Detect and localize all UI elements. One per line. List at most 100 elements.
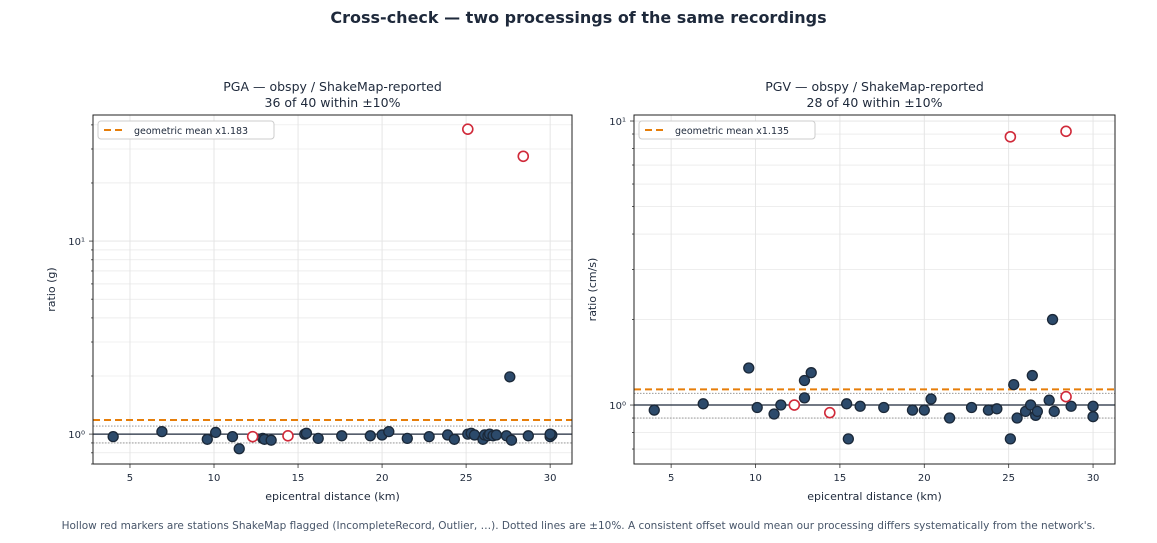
chart2-grid xyxy=(630,115,1115,468)
chart2-legend: geometric mean x1.135 xyxy=(638,120,816,140)
chart1-point xyxy=(522,430,534,442)
chart1-point xyxy=(265,434,277,446)
chart1-marks xyxy=(93,123,572,455)
chart2-panel: 5 10 15 20 25 30 10⁰ 10¹ PGV — obspy / ShakeMap-… xyxy=(586,79,1116,503)
chart2-point xyxy=(841,398,853,410)
chart1-point xyxy=(226,431,239,443)
chart1-ytick-label: 10¹ xyxy=(68,237,85,248)
chart1-point xyxy=(423,431,435,443)
chart2-point xyxy=(1024,399,1037,411)
figure-footnote: Hollow red markers are stations ShakeMap… xyxy=(61,520,1096,532)
chart2-point xyxy=(1026,369,1038,382)
chart2-point xyxy=(991,403,1003,415)
chart1-subtitle: 36 of 40 within ±10% xyxy=(265,95,401,110)
chart2-subtitle: 28 of 40 within ±10% xyxy=(807,95,943,110)
chart1-point xyxy=(233,443,245,455)
chart2-xlabel: epicentral distance (km) xyxy=(807,490,942,503)
chart1-point xyxy=(364,430,376,442)
chart2-flagged-point xyxy=(788,399,801,411)
chart2-point xyxy=(906,404,919,416)
chart2-point xyxy=(798,392,811,404)
chart1-point xyxy=(210,426,222,439)
chart1-legend: geometric mean x1.183 xyxy=(97,120,275,140)
chart2-point xyxy=(878,401,890,414)
chart2-point xyxy=(1008,378,1020,391)
chart1-flagged-point xyxy=(461,123,474,135)
chart2-point xyxy=(918,404,930,416)
chart2-point xyxy=(925,393,937,405)
chart2-point xyxy=(842,433,854,445)
chart2-point xyxy=(1048,405,1060,418)
chart2-title: PGV — obspy / ShakeMap-reported xyxy=(765,79,984,94)
chart1-xlabel: epicentral distance (km) xyxy=(265,490,400,503)
chart1-xtick-label: 15 xyxy=(292,473,305,484)
chart2-ytick-label: 10⁰ xyxy=(609,401,626,412)
chart1-xtick-label: 5 xyxy=(127,473,133,484)
chart2-flagged-point xyxy=(1004,130,1017,143)
chart2-point xyxy=(1004,433,1017,445)
chart2-xtick-label: 25 xyxy=(1002,473,1015,484)
chart1-flagged-point xyxy=(282,429,294,442)
chart2-legend-label: geometric mean x1.135 xyxy=(675,126,789,137)
chart2-flagged-point xyxy=(1060,390,1072,403)
chart2-point xyxy=(965,401,978,414)
chart1-point xyxy=(336,430,348,442)
chart1-flagged-point xyxy=(246,430,259,443)
chart2-xtick-label: 10 xyxy=(749,473,762,484)
chart1-xtick-label: 10 xyxy=(208,473,221,484)
chart2-xtick-label: 20 xyxy=(918,473,931,484)
chart2-point xyxy=(768,408,780,420)
chart2-point xyxy=(805,367,817,379)
chart2-point xyxy=(648,404,660,416)
chart2-point xyxy=(1043,394,1055,406)
chart1-ylabel: ratio (g) xyxy=(45,267,58,311)
chart1-xtick-label: 25 xyxy=(460,473,473,484)
chart2-point xyxy=(1065,400,1077,412)
chart2-point xyxy=(1087,400,1099,412)
chart1-legend-label: geometric mean x1.183 xyxy=(134,126,248,137)
chart1-frame xyxy=(92,114,573,465)
chart2-point xyxy=(1046,313,1059,326)
chart2-marks xyxy=(634,125,1115,445)
chart2-point xyxy=(943,412,956,424)
chart1-point xyxy=(107,431,119,443)
chart1-point xyxy=(490,429,503,441)
chart2-xtick-label: 15 xyxy=(834,473,847,484)
chart2-flagged-point xyxy=(823,406,836,419)
chart1-flagged-point xyxy=(517,150,530,163)
chart2-point xyxy=(798,374,811,387)
chart2-legend-box xyxy=(638,120,816,140)
chart1-point xyxy=(312,432,324,445)
chart1-title: PGA — obspy / ShakeMap-reported xyxy=(223,79,442,94)
chart1-point xyxy=(383,425,395,438)
chart2-frame xyxy=(633,114,1116,465)
chart1-xtick-label: 20 xyxy=(376,473,389,484)
chart1-point xyxy=(201,433,213,445)
chart1-point xyxy=(401,432,413,445)
figure-title: Cross-check — two processings of the sam… xyxy=(330,8,827,27)
chart2-xtick-label: 30 xyxy=(1087,473,1100,484)
chart2-point xyxy=(751,401,763,414)
chart2-point xyxy=(775,399,787,411)
chart1-point xyxy=(300,427,313,439)
chart1-panel: 5 10 15 20 25 30 10⁰ 10¹ PGA — obspy / ShakeMap-… xyxy=(45,79,573,503)
chart2-point xyxy=(854,400,866,412)
chart2-ytick-label: 10¹ xyxy=(609,117,626,128)
chart1-xtick-label: 30 xyxy=(544,473,557,484)
chart1-point xyxy=(504,371,516,383)
chart2-point xyxy=(697,398,709,410)
chart1-point xyxy=(156,425,168,438)
chart1-legend-box xyxy=(97,120,275,140)
chart1-point xyxy=(544,428,556,440)
chart2-ylabel: ratio (cm/s) xyxy=(586,258,599,322)
chart1-ytick-label: 10⁰ xyxy=(68,430,85,441)
chart2-point xyxy=(1011,412,1023,424)
chart1-point xyxy=(448,433,461,445)
chart1-point xyxy=(505,434,518,446)
chart2-xtick-label: 5 xyxy=(668,473,674,484)
chart1-grid xyxy=(89,115,572,468)
chart2-flagged-point xyxy=(1060,125,1072,138)
chart2-point xyxy=(1087,411,1099,423)
chart2-point xyxy=(743,362,755,374)
